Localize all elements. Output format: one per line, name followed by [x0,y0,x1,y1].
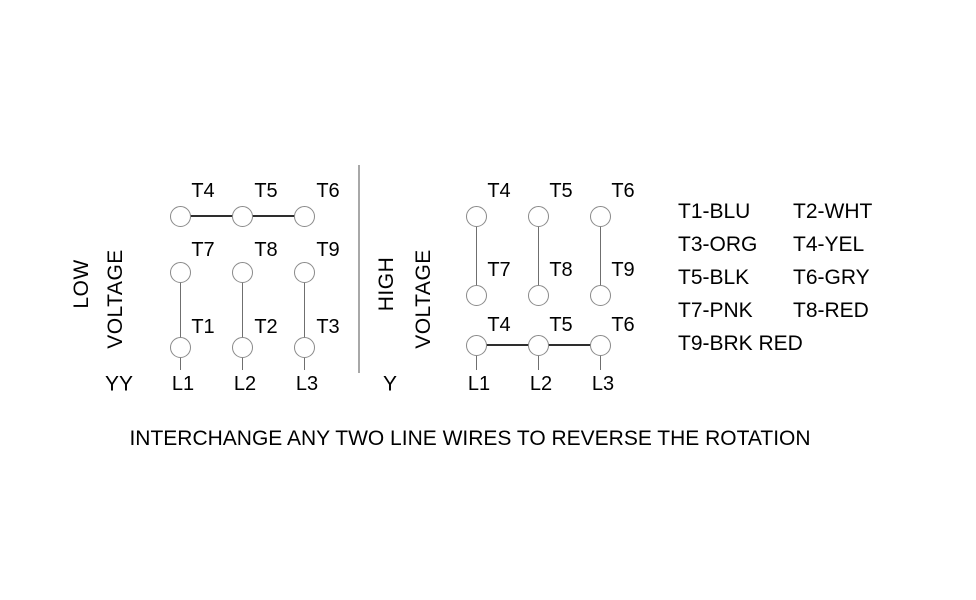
hv-bottom-terminal-t5-label: T5 [549,314,573,336]
lv-terminal-t6-label: T6 [316,180,340,202]
hv-bottom-terminal-t6-label: T6 [611,314,635,336]
high-voltage-title-word2: VOLTAGE [412,249,435,349]
lv-wire-t9-t3-l3 [303,272,305,370]
hv-bottom-terminal-t5-circle [527,334,549,356]
legend-entry-t6: T6-GRY [793,266,870,289]
lv-terminal-t2-circle [231,336,253,358]
lv-terminal-t1-circle [169,336,191,358]
hv-terminal-t7-circle [465,284,487,306]
low-voltage-title-word2: VOLTAGE [104,249,127,349]
hv-terminal-t9-circle [589,284,611,306]
lv-wire-t8-t2-l2 [241,272,243,370]
lv-line-l3-label: L3 [295,373,319,395]
lv-terminal-t6-circle [293,205,315,227]
hv-line-l1-label: L1 [467,373,491,395]
legend-entry-t5: T5-BLK [678,266,750,289]
lv-terminal-t7-circle [169,261,191,283]
lv-line-l2-label: L2 [233,373,257,395]
lv-wire-t7-t1-l1 [179,272,181,370]
low-voltage-title-word1: LOW [70,259,93,309]
hv-line-l2-label: L2 [529,373,553,395]
lv-terminal-t3-label: T3 [316,316,340,338]
hv-terminal-t6-circle [589,205,611,227]
section-divider [358,165,360,373]
lv-terminal-t3-circle [293,336,315,358]
hv-wire-t6-t9 [599,216,601,295]
hv-bottom-terminal-t6-circle [589,334,611,356]
legend-entry-t4: T4-YEL [793,233,865,256]
hv-terminal-t8-circle [527,284,549,306]
low-voltage-connection-symbol: YY [104,372,134,396]
hv-terminal-t5-label: T5 [549,180,573,202]
lv-terminal-t9-label: T9 [316,239,340,261]
lv-terminal-t9-circle [293,261,315,283]
hv-terminal-t4-label: T4 [487,180,511,202]
lv-terminal-t1-label: T1 [191,316,215,338]
lv-terminal-t5-label: T5 [254,180,278,202]
lv-terminal-t8-label: T8 [254,239,278,261]
hv-terminal-t6-label: T6 [611,180,635,202]
legend-entry-t1: T1-BLU [678,200,751,223]
legend-entry-t9: T9-BRK RED [678,332,803,355]
hv-wire-to-l3 [599,345,601,370]
lv-terminal-t4-circle [169,205,191,227]
rotation-note: INTERCHANGE ANY TWO LINE WIRES TO REVERS… [129,427,811,450]
hv-terminal-t5-circle [527,205,549,227]
lv-terminal-t5-circle [231,205,253,227]
hv-terminal-t8-label: T8 [549,259,573,281]
hv-line-l3-label: L3 [591,373,615,395]
hv-wire-to-l1 [475,345,477,370]
legend-entry-t8: T8-RED [793,299,869,322]
hv-terminal-t7-label: T7 [487,259,511,281]
hv-wire-t4-t7 [475,216,477,295]
hv-terminal-t4-circle [465,205,487,227]
lv-line-l1-label: L1 [171,373,195,395]
legend-entry-t7: T7-PNK [678,299,753,322]
hv-terminal-t9-label: T9 [611,259,635,281]
legend-entry-t2: T2-WHT [793,200,873,223]
hv-wire-to-l2 [537,345,539,370]
hv-bottom-terminal-t4-label: T4 [487,314,511,336]
high-voltage-connection-symbol: Y [382,372,398,396]
hv-bottom-terminal-t4-circle [465,334,487,356]
lv-terminal-t2-label: T2 [254,316,278,338]
lv-terminal-t8-circle [231,261,253,283]
high-voltage-title-word1: HIGH [375,256,398,312]
legend-entry-t3: T3-ORG [678,233,758,256]
hv-wire-t5-t8 [537,216,539,295]
lv-terminal-t4-label: T4 [191,180,215,202]
lv-terminal-t7-label: T7 [191,239,215,261]
